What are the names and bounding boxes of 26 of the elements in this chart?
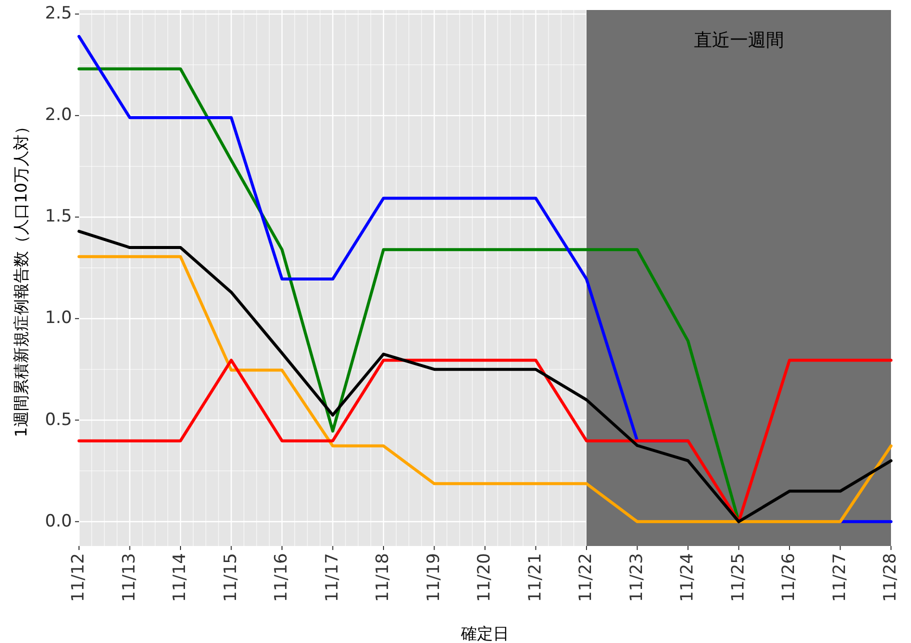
y-tick-label: 2.0 — [44, 105, 72, 126]
y-tick-label: 2.5 — [44, 4, 72, 24]
x-tick-label: 11/27 — [830, 553, 850, 602]
y-tick-label: 0.0 — [44, 511, 72, 532]
x-tick-label: 11/12 — [68, 553, 89, 602]
x-tick-label: 11/25 — [728, 553, 748, 602]
y-tick-label: 0.5 — [44, 410, 72, 430]
x-tick-label: 11/19 — [424, 553, 444, 602]
x-tick-label: 11/23 — [626, 553, 647, 602]
x-tick-label: 11/17 — [322, 553, 342, 602]
x-tick-label: 11/24 — [678, 553, 698, 602]
x-tick-label: 11/21 — [525, 553, 546, 602]
x-axis-title: 確定日 — [460, 624, 509, 643]
band-label: 直近一週間 — [694, 30, 784, 51]
x-tick-label: 11/15 — [220, 553, 241, 602]
x-tick-label: 11/18 — [373, 553, 394, 602]
x-tick-label: 11/16 — [272, 553, 292, 602]
x-tick-label: 11/13 — [119, 553, 140, 602]
y-tick-label: 1.5 — [44, 206, 72, 227]
y-axis-title: 1週間累積新規症例報告数（人口10万人対） — [11, 118, 30, 438]
y-tick-label: 1.0 — [44, 308, 72, 328]
x-tick-label: 11/20 — [474, 553, 495, 602]
x-tick-label: 11/14 — [170, 553, 190, 602]
x-tick-label: 11/26 — [779, 553, 800, 602]
x-tick-label: 11/28 — [880, 553, 901, 602]
x-tick-label: 11/22 — [576, 553, 596, 602]
